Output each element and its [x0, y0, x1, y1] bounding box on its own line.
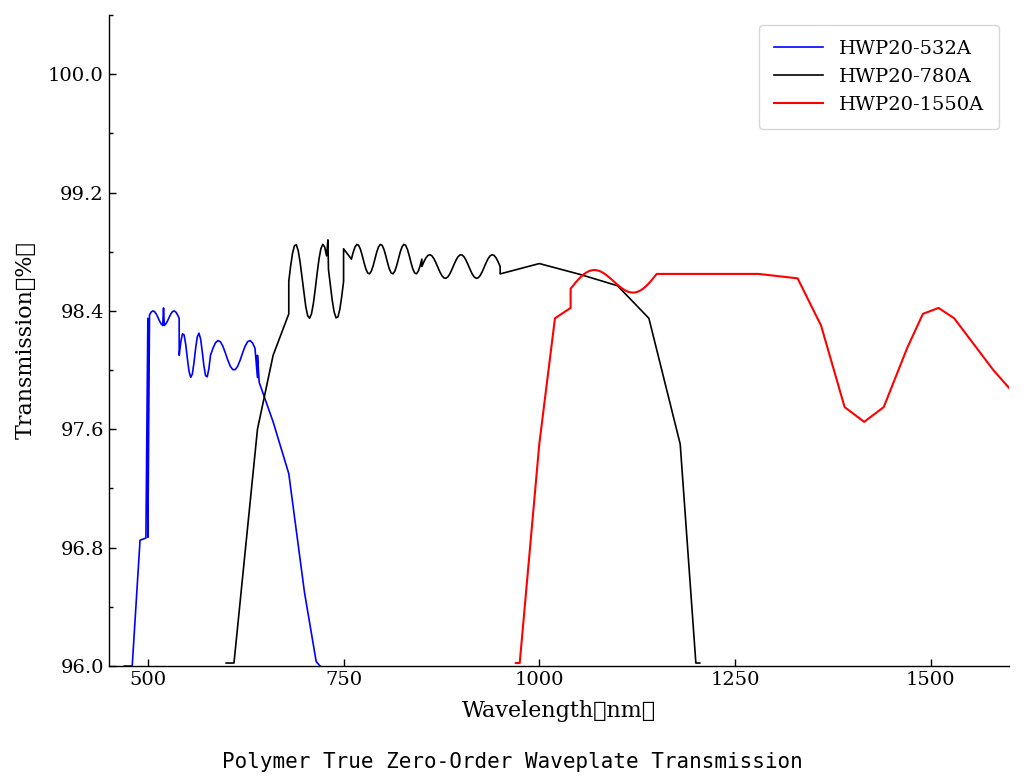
HWP20-532A	[163, 312, 175, 321]
Line: HWP20-780A: HWP20-780A	[226, 240, 699, 663]
HWP20-532A	[118, 661, 130, 670]
HWP20-1550A	[510, 659, 522, 668]
HWP20-780A	[523, 262, 536, 271]
X-axis label: Wavelength（nm）: Wavelength（nm）	[462, 700, 656, 722]
Line: HWP20-532A: HWP20-532A	[124, 308, 321, 666]
HWP20-1550A	[915, 313, 928, 322]
HWP20-780A	[220, 659, 232, 668]
Line: HWP20-1550A: HWP20-1550A	[516, 270, 1009, 663]
HWP20-780A	[554, 264, 566, 274]
HWP20-780A	[693, 659, 706, 668]
HWP20-1550A	[536, 421, 548, 430]
HWP20-532A	[262, 402, 274, 412]
HWP20-1550A	[761, 270, 773, 280]
HWP20-780A	[227, 659, 240, 668]
HWP20-532A	[200, 371, 212, 380]
HWP20-532A	[314, 661, 327, 670]
Legend: HWP20-532A, HWP20-780A, HWP20-1550A: HWP20-532A, HWP20-780A, HWP20-1550A	[759, 25, 999, 129]
Text: Polymer True Zero-Order Waveplate Transmission: Polymer True Zero-Order Waveplate Transm…	[221, 753, 803, 772]
HWP20-532A	[251, 350, 263, 360]
HWP20-1550A	[589, 265, 601, 274]
Y-axis label: Transmission（%）: Transmission（%）	[15, 241, 37, 439]
HWP20-1550A	[881, 394, 893, 403]
HWP20-780A	[361, 268, 374, 278]
HWP20-780A	[599, 278, 611, 287]
HWP20-532A	[158, 303, 170, 313]
HWP20-780A	[690, 659, 702, 668]
HWP20-532A	[138, 534, 151, 543]
HWP20-1550A	[792, 274, 804, 283]
HWP20-1550A	[944, 311, 956, 321]
HWP20-532A	[307, 641, 319, 651]
HWP20-1550A	[1002, 383, 1015, 393]
HWP20-780A	[322, 235, 334, 245]
